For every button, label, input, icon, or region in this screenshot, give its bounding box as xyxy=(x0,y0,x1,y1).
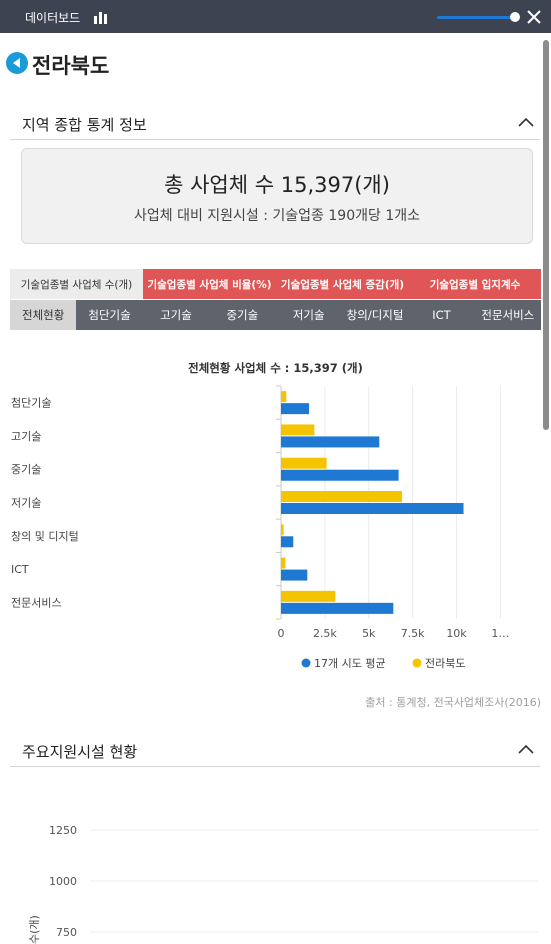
back-arrow-icon[interactable] xyxy=(6,52,28,74)
page-title: 전라북도 xyxy=(32,54,110,78)
support-facilities-chart: 1250 1000 750 수(개) xyxy=(28,824,538,944)
y-tick-label: 750 xyxy=(56,926,77,939)
total-businesses: 총 사업체 수 15,397(개) xyxy=(164,173,390,197)
tab-overall[interactable]: 전체현황 xyxy=(10,300,77,330)
tab-location-quotient[interactable]: 기술업종별 입지계수 xyxy=(409,269,541,299)
bar-jeonbuk xyxy=(281,524,284,536)
category-label: 전문서비스 xyxy=(11,596,62,609)
tab-ict[interactable]: ICT xyxy=(408,300,475,330)
tab-business-change[interactable]: 기술업종별 사업체 증감(개) xyxy=(276,269,409,299)
bar-national-average xyxy=(281,602,394,614)
bar-jeonbuk xyxy=(281,491,403,502)
legend-marker-jeonbuk xyxy=(412,658,422,668)
bar-jeonbuk xyxy=(281,391,287,403)
close-icon[interactable] xyxy=(526,9,542,25)
category-label: 중기술 xyxy=(11,463,41,476)
x-tick-label: 1… xyxy=(491,627,509,640)
bar-chart-icon[interactable] xyxy=(94,10,108,24)
x-tick-label: 7.5k xyxy=(401,627,425,640)
legend-label-average: 17개 시도 평균 xyxy=(314,657,386,670)
chevron-up-icon[interactable] xyxy=(518,744,534,754)
y-tick-label: 1000 xyxy=(49,875,77,888)
tab-medium-tech[interactable]: 중기술 xyxy=(209,300,276,330)
section-header-regional-stats[interactable]: 지역 종합 통계 정보 xyxy=(10,111,540,140)
bar-jeonbuk xyxy=(281,590,336,602)
scrollbar[interactable] xyxy=(543,40,549,430)
source-note: 출처 : 통계청, 전국사업체조사(2016) xyxy=(365,696,541,709)
category-label: ICT xyxy=(11,563,29,576)
tab-business-ratio[interactable]: 기술업종별 사업체 비율(%) xyxy=(143,269,276,299)
bar-national-average xyxy=(281,469,399,481)
chart-title: 전체현황 사업체 수 : 15,397 (개) xyxy=(188,361,363,375)
y-axis-label: 수(개) xyxy=(28,915,41,944)
bar-national-average xyxy=(281,403,310,415)
support-ratio: 사업체 대비 지원시설 : 기술업종 190개당 1개소 xyxy=(133,208,420,224)
slider-handle[interactable] xyxy=(510,12,520,22)
category-label: 저기술 xyxy=(11,497,41,510)
section-title: 주요지원시설 현황 xyxy=(22,743,138,761)
legend-marker-average xyxy=(301,658,311,668)
x-tick-label: 5k xyxy=(362,627,376,640)
metric-tabs: 기술업종별 사업체 수(개) 기술업종별 사업체 비율(%) 기술업종별 사업체… xyxy=(10,269,541,299)
industry-tabs: 전체현황 첨단기술 고기술 중기술 저기술 창의/디지털 ICT 전문서비스 xyxy=(10,300,541,330)
top-bar: 데이터보드 xyxy=(0,0,551,33)
tab-low-tech[interactable]: 저기술 xyxy=(275,300,342,330)
category-label: 창의 및 디지털 xyxy=(11,530,79,543)
chevron-up-icon[interactable] xyxy=(518,117,534,127)
x-tick-label: 0 xyxy=(278,627,285,640)
tab-business-count[interactable]: 기술업종별 사업체 수(개) xyxy=(10,269,143,299)
x-tick-label: 10k xyxy=(446,627,467,640)
summary-box: 총 사업체 수 15,397(개) 사업체 대비 지원시설 : 기술업종 190… xyxy=(21,148,533,244)
tab-high-tech[interactable]: 첨단기술 xyxy=(76,300,143,330)
bar-national-average xyxy=(281,536,294,548)
tab-professional-services[interactable]: 전문서비스 xyxy=(474,300,541,330)
section-header-support-facilities[interactable]: 주요지원시설 현황 xyxy=(10,738,540,767)
tab-creative-digital[interactable]: 창의/디지털 xyxy=(341,300,409,330)
app-title: 데이터보드 xyxy=(25,11,81,25)
x-tick-label: 2.5k xyxy=(313,627,337,640)
category-label: 첨단기술 xyxy=(11,397,51,410)
bar-jeonbuk xyxy=(281,424,315,436)
y-tick-label: 1250 xyxy=(49,824,77,837)
bar-jeonbuk xyxy=(281,457,327,469)
bar-national-average xyxy=(281,436,380,448)
category-label: 고기술 xyxy=(11,430,41,443)
bar-national-average xyxy=(281,569,308,581)
tab-medium-high-tech[interactable]: 고기술 xyxy=(142,300,210,330)
zoom-slider[interactable] xyxy=(437,16,515,19)
bar-national-average xyxy=(281,503,464,514)
section-title: 지역 종합 통계 정보 xyxy=(22,116,147,134)
bar-jeonbuk xyxy=(281,557,286,569)
legend-label-jeonbuk: 전라북도 xyxy=(425,657,465,670)
